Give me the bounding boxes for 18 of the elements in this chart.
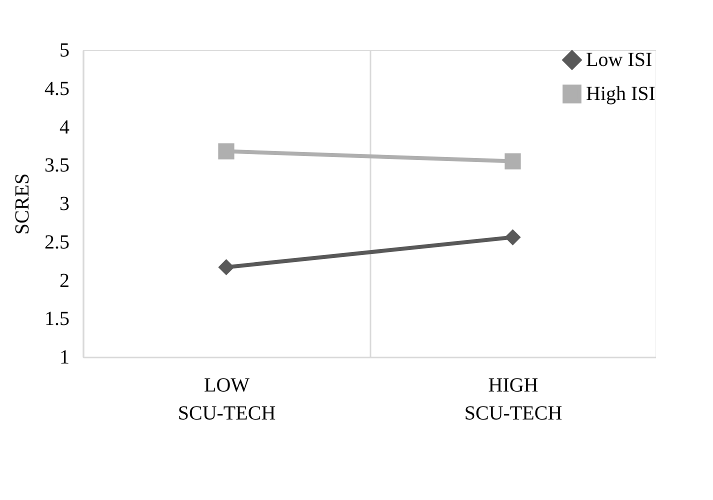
x-tick-label: LOW SCU-TECH	[178, 374, 276, 424]
legend-label: High ISI	[586, 83, 656, 105]
y-tick-label: 3.5	[44, 154, 70, 177]
y-tick-label: 4	[60, 116, 70, 138]
legend-label: Low ISI	[586, 49, 652, 71]
point	[218, 259, 234, 276]
y-tick-label: 3	[60, 193, 70, 215]
point	[504, 229, 521, 246]
y-tick-label: 1.5	[44, 308, 70, 330]
point	[218, 143, 234, 160]
y-tick-label: 5	[60, 40, 70, 62]
y-tick-label: 2.5	[44, 231, 70, 254]
y-tick-label: 2	[60, 270, 70, 292]
x-tick-label: HIGH SCU-TECH	[464, 374, 562, 424]
y-tick-label: 1	[60, 346, 70, 368]
point	[504, 153, 521, 170]
y-axis-title: SCRES	[12, 173, 34, 235]
y-tick-label: 4.5	[44, 78, 70, 100]
